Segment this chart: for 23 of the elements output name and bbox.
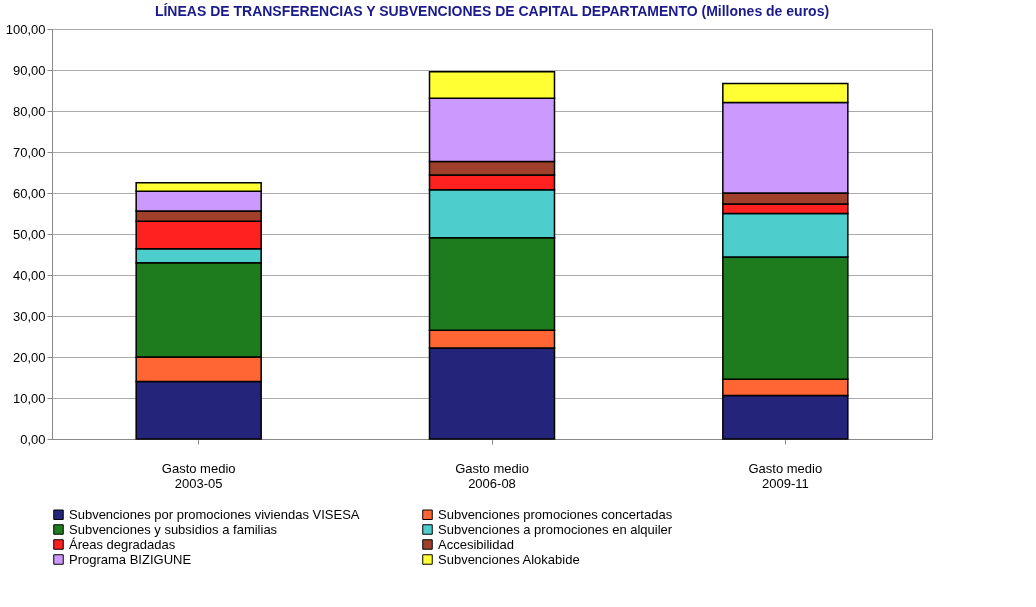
y-tick-label: 20,00 [12, 349, 46, 365]
y-tick-label: 40,00 [12, 267, 46, 283]
y-tick-label: 60,00 [12, 185, 46, 201]
legend-label: Subvenciones Alokabide [438, 551, 580, 567]
legend-label: Áreas degradadas [69, 536, 176, 552]
y-tick-label: 80,00 [12, 103, 46, 119]
x-tick-label: Gasto medio 2003-05 [161, 460, 236, 491]
x-tick-label: Gasto medio 2006-08 [455, 460, 529, 491]
legend-label: Programa BIZIGUNE [69, 551, 192, 567]
y-tick-label: 10,00 [12, 390, 46, 406]
y-tick-label: 100,00 [5, 21, 46, 37]
legend-label: Subvenciones promociones concertadas [438, 506, 673, 522]
y-tick-label: 30,00 [12, 308, 46, 324]
legend-label: Subvenciones por promociones viviendas VISESA [69, 506, 360, 522]
legend-label: Subvenciones y subsidios a familias [69, 521, 278, 537]
chart-title: LÍNEAS DE TRANSFERENCIAS Y SUBVENCIONES DE CAPITAL DEPARTAMENTO (Millones de euros) [154, 3, 830, 19]
legend-label: Subvenciones a promociones en alquiler [438, 521, 673, 537]
y-tick-label: 50,00 [12, 226, 46, 242]
y-tick-label: 90,00 [12, 62, 46, 78]
x-tick-label: Gasto medio 2009-11 [748, 460, 823, 491]
y-tick-label: 70,00 [12, 144, 46, 160]
y-tick-label: 0,00 [20, 431, 46, 447]
legend-label: Accesibilidad [438, 536, 514, 552]
